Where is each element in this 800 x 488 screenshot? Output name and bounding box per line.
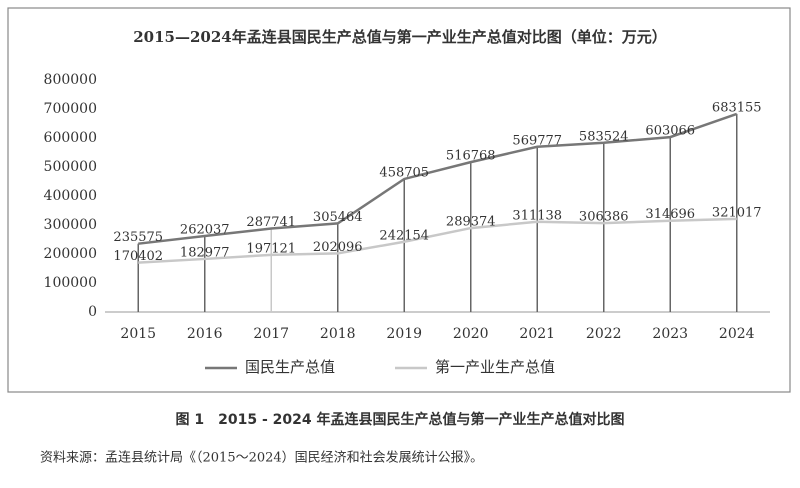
data-label: 182977 xyxy=(180,245,230,260)
y-tick-label: 600000 xyxy=(44,130,97,146)
y-tick-label: 100000 xyxy=(44,275,97,291)
x-tick-label: 2018 xyxy=(320,326,356,342)
chart-frame xyxy=(7,7,791,393)
y-tick-label: 0 xyxy=(88,304,97,320)
data-label: 289374 xyxy=(446,215,496,230)
x-tick-label: 2019 xyxy=(386,326,422,342)
x-tick-label: 2020 xyxy=(453,326,489,342)
y-tick-label: 300000 xyxy=(44,217,97,233)
data-label: 287741 xyxy=(246,215,296,230)
data-label: 305464 xyxy=(313,210,363,225)
x-tick-label: 2021 xyxy=(519,326,555,342)
data-label: 516768 xyxy=(446,149,496,164)
data-label: 569777 xyxy=(512,133,562,148)
x-tick-label: 2015 xyxy=(120,326,156,342)
y-tick-label: 800000 xyxy=(44,72,97,88)
series-line xyxy=(138,112,738,245)
source-note: 资料来源：孟连县统计局《（2015～2024）国民经济和社会发展统计公报》。 xyxy=(40,450,483,466)
figure-caption: 图 1 2015 - 2024 年孟连县国民生产总值与第一产业生产总值对比图 xyxy=(176,411,625,428)
legend-label: 国民生产总值 xyxy=(245,358,335,376)
series-line xyxy=(138,217,737,264)
x-tick-label: 2024 xyxy=(719,326,755,342)
data-label: 170402 xyxy=(113,249,163,264)
x-tick-label: 2022 xyxy=(586,326,622,342)
x-tick-label: 2017 xyxy=(253,326,289,342)
y-tick-label: 400000 xyxy=(44,188,97,204)
y-tick-label: 500000 xyxy=(44,159,97,175)
data-label: 603066 xyxy=(645,124,695,139)
data-label: 583524 xyxy=(579,129,629,144)
x-tick-label: 2023 xyxy=(652,326,688,342)
data-label: 311138 xyxy=(512,208,562,223)
data-label: 321017 xyxy=(712,205,762,220)
data-label: 242154 xyxy=(379,228,429,243)
data-label: 262037 xyxy=(180,223,230,238)
chart-title: 2015—2024年孟连县国民生产总值与第一产业生产总值对比图（单位：万元） xyxy=(133,28,667,46)
data-label: 458705 xyxy=(379,165,429,180)
y-tick-label: 700000 xyxy=(44,101,97,117)
data-label: 235575 xyxy=(113,230,163,245)
data-label: 306386 xyxy=(579,210,629,225)
x-tick-label: 2016 xyxy=(187,326,223,342)
y-tick-label: 200000 xyxy=(44,246,97,262)
data-label: 197121 xyxy=(246,241,296,256)
data-label: 683155 xyxy=(712,100,762,115)
data-label: 202096 xyxy=(313,240,363,255)
data-label: 314696 xyxy=(645,207,695,222)
legend-label: 第一产业生产总值 xyxy=(435,358,555,376)
